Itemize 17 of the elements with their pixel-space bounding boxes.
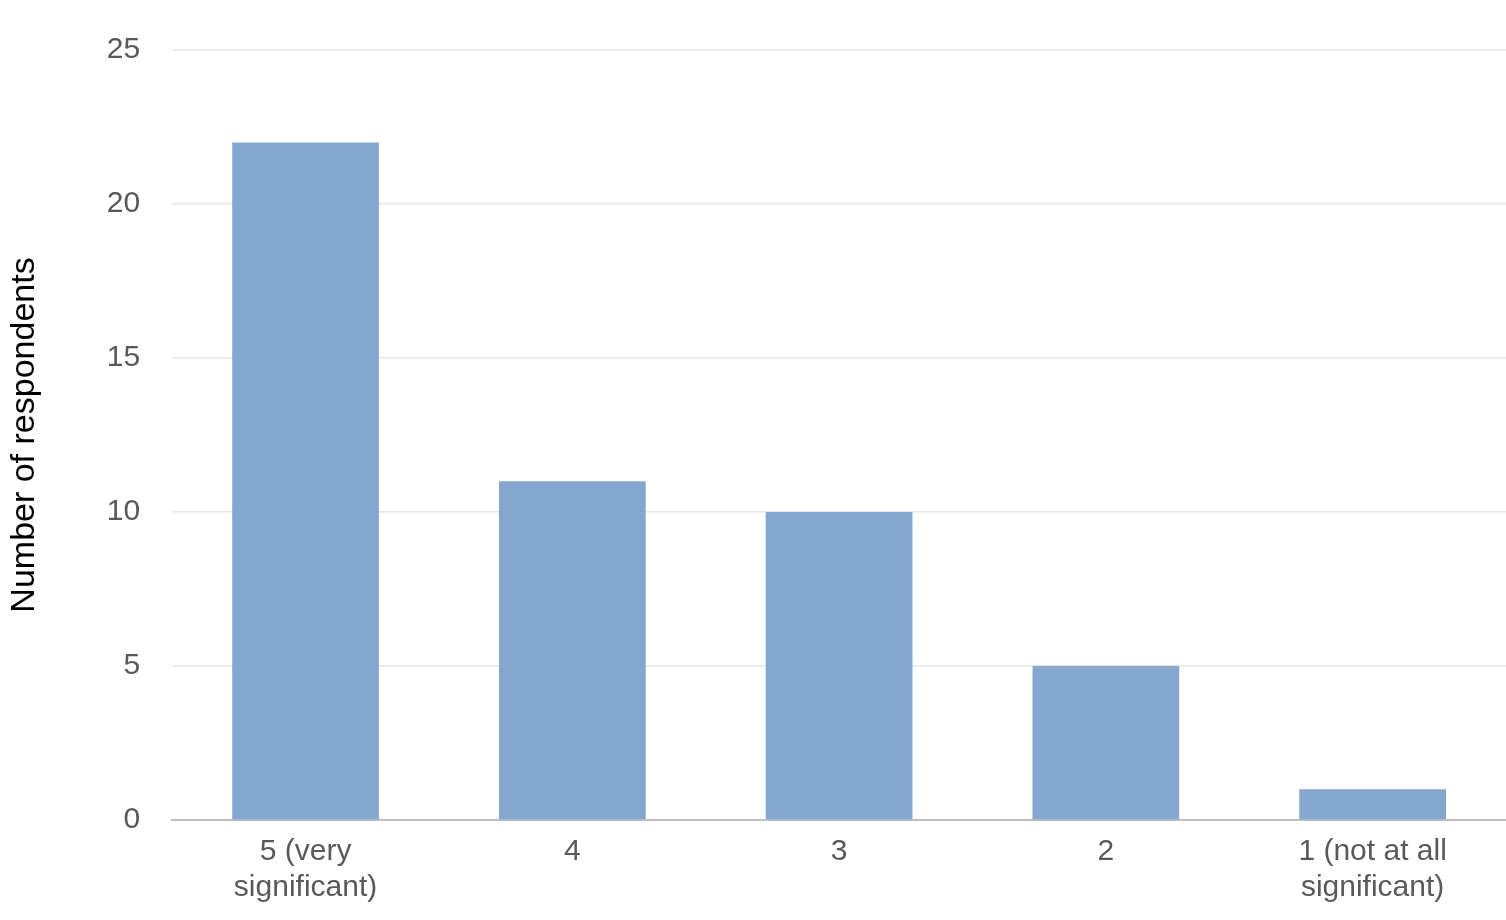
x-tick-label: 5 (very significant) [233, 833, 378, 903]
x-tick-label: 4 [563, 833, 581, 867]
x-tick-label: 2 [1097, 833, 1115, 867]
y-tick-label: 20 [106, 185, 141, 219]
bar [1299, 789, 1446, 820]
y-tick-label: 10 [106, 493, 141, 527]
y-axis-title: Number of respondents [2, 257, 41, 613]
y-tick-label: 15 [106, 339, 141, 373]
bar [232, 142, 379, 820]
y-tick-label: 5 [123, 647, 141, 681]
bar [765, 512, 913, 820]
x-tick-label: 1 (not at all significant) [1298, 833, 1447, 903]
y-tick-label: 25 [106, 31, 141, 65]
y-tick-label: 0 [123, 801, 141, 835]
bar [1032, 666, 1180, 820]
bar [498, 481, 646, 820]
x-tick-label: 3 [830, 833, 848, 867]
